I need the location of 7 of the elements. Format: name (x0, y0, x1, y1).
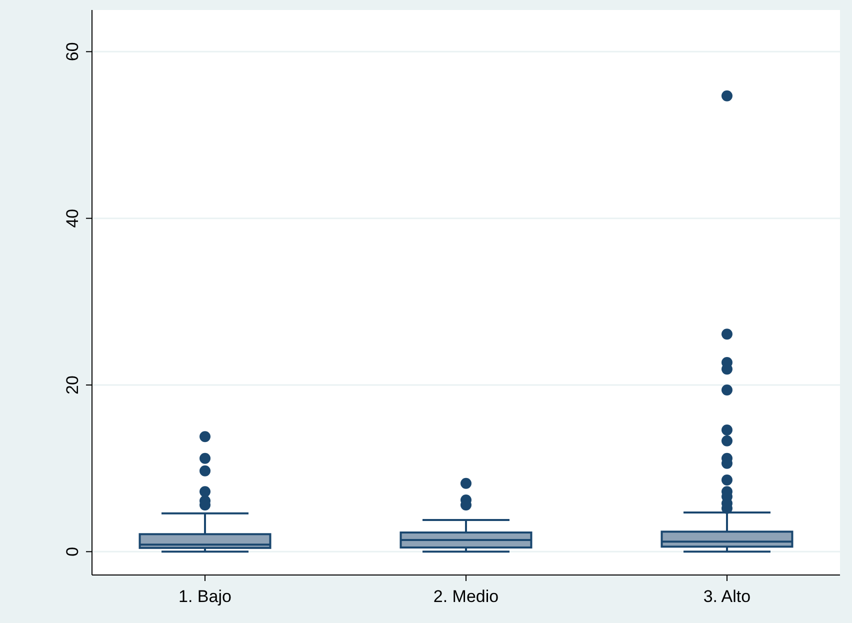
y-tick-label: 20 (63, 376, 82, 394)
y-tick-label: 60 (63, 42, 82, 62)
x-tick-label: 2. Medio (433, 587, 499, 606)
y-tick-label: 0 (63, 546, 82, 556)
y-tick-label: 40 (63, 208, 82, 228)
x-tick-label: 3. Alto (703, 587, 751, 606)
x-tick-label: 1. Bajo (178, 587, 232, 606)
